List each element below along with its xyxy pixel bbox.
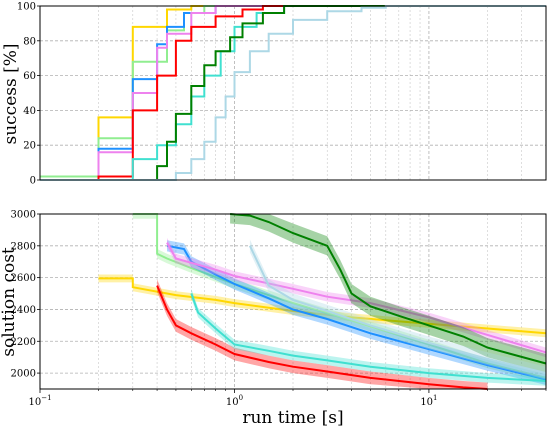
series-line	[230, 213, 547, 365]
series-line	[40, 5, 546, 181]
series-line	[166, 242, 547, 354]
series-line	[40, 5, 546, 181]
series-line	[40, 5, 546, 181]
x-tick-label: 100	[226, 394, 243, 408]
cost-y-label: solution cost	[0, 247, 19, 357]
cost-panel: 2000 2200 2400 2600 2800 3000 10−1 100 101 solu…	[0, 210, 547, 428]
success-panel: 0 20 40 60 80 100 success [%]	[1, 2, 547, 187]
y-tick-label: 2600	[11, 273, 36, 284]
cost-series-group	[98, 213, 547, 390]
success-axes-frame	[39, 5, 547, 181]
series-line	[166, 244, 547, 381]
y-tick-label: 2800	[11, 241, 36, 252]
series-line	[98, 277, 547, 335]
success-y-label: success [%]	[1, 43, 21, 144]
cost-y-ticks: 2000 2200 2400 2600 2800 3000	[11, 210, 40, 380]
cost-x-label: run time [s]	[242, 408, 343, 428]
cost-x-ticks: 10−1 100 101	[28, 389, 547, 408]
y-tick-label: 3000	[11, 210, 36, 221]
x-tick-label: 101	[420, 394, 437, 408]
y-tick-label: 60	[23, 71, 36, 82]
y-tick-label: 0	[30, 176, 36, 187]
y-tick-label: 2200	[11, 337, 36, 348]
y-tick-label: 20	[23, 141, 36, 152]
series-line	[156, 285, 488, 390]
series-line	[40, 5, 546, 181]
x-tick-label: 10−1	[28, 394, 51, 408]
y-tick-label: 40	[23, 106, 36, 117]
success-series-group	[40, 5, 546, 181]
series-band	[98, 274, 546, 338]
series-band	[132, 214, 547, 383]
y-tick-label: 100	[17, 2, 36, 13]
y-tick-label: 2400	[11, 305, 36, 316]
y-tick-label: 80	[23, 36, 36, 47]
success-y-ticks: 0 20 40 60 80 100	[17, 2, 40, 187]
series-line	[190, 293, 547, 382]
series-band	[230, 214, 546, 374]
series-band	[157, 279, 488, 389]
series-line	[248, 245, 547, 375]
y-tick-label: 2000	[11, 369, 36, 380]
